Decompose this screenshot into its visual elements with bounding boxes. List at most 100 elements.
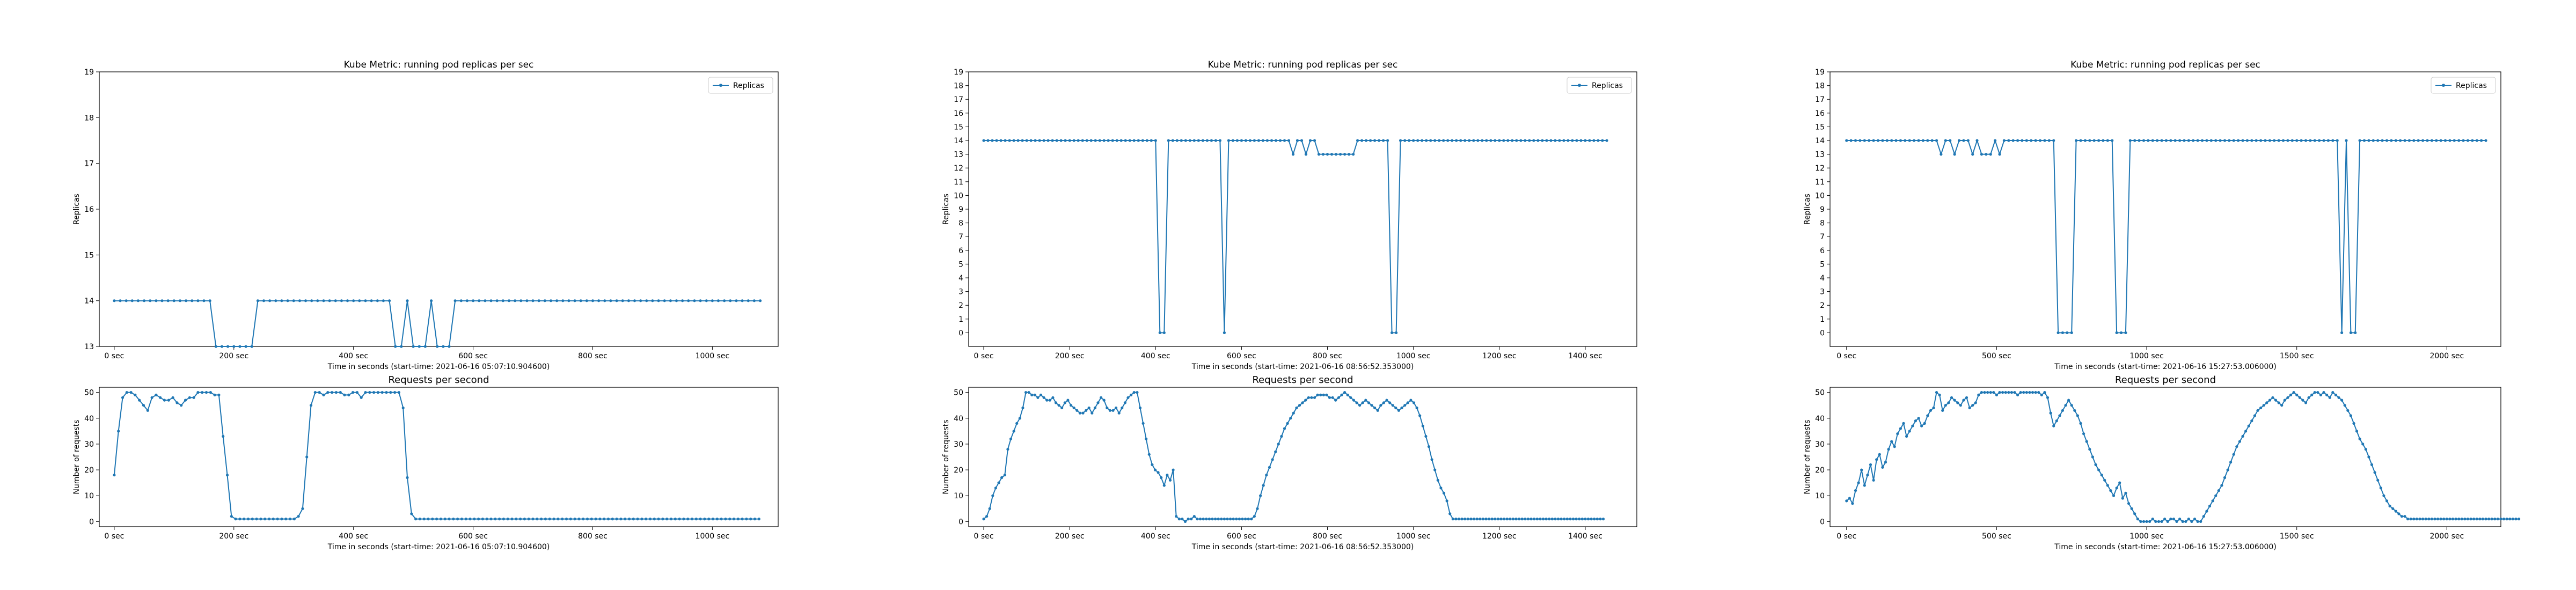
data-point — [2138, 139, 2141, 142]
data-point — [1060, 406, 1064, 410]
data-point — [1519, 139, 1523, 142]
data-point — [2013, 391, 2016, 394]
data-point — [723, 299, 726, 303]
data-point — [1141, 422, 1145, 425]
data-point — [1330, 153, 1334, 156]
x-tick-label: 500 sec — [1982, 532, 2011, 541]
data-point — [2025, 139, 2028, 142]
data-point — [1930, 139, 1934, 142]
data-point — [1971, 153, 1974, 156]
data-point — [1966, 139, 1970, 142]
data-point — [2318, 139, 2321, 142]
data-point — [1151, 463, 1154, 467]
data-point — [1201, 139, 1204, 142]
data-point — [1326, 153, 1329, 156]
data-point — [1036, 396, 1040, 399]
data-point — [1854, 139, 1857, 142]
data-point — [334, 299, 337, 303]
data-point — [1473, 518, 1476, 521]
data-point — [2250, 139, 2253, 142]
data-point — [184, 399, 187, 402]
data-point — [2337, 396, 2340, 399]
data-point — [1433, 468, 1437, 471]
data-point — [2049, 411, 2052, 415]
x-tick-label: 0 sec — [104, 352, 124, 360]
data-point — [1259, 494, 1262, 497]
data-point — [1190, 518, 1193, 521]
data-point — [1890, 440, 1893, 443]
data-point — [2358, 437, 2361, 440]
data-point — [1147, 453, 1151, 456]
data-point — [1580, 518, 1584, 521]
data-point — [284, 518, 288, 521]
data-point — [567, 299, 570, 303]
data-point — [1289, 417, 1292, 420]
data-point — [2211, 499, 2214, 503]
data-point — [2057, 331, 2060, 335]
data-point — [1270, 139, 1274, 142]
data-point — [2514, 518, 2518, 521]
data-point — [1899, 139, 1902, 142]
data-point — [489, 518, 493, 521]
data-point — [1038, 139, 1041, 142]
data-point — [1438, 139, 1441, 142]
data-point — [2373, 471, 2376, 474]
data-point — [175, 401, 179, 404]
data-point — [2247, 424, 2250, 427]
y-tick-label: 9 — [958, 205, 963, 214]
x-tick-label: 2000 sec — [2429, 352, 2464, 360]
data-point — [150, 396, 153, 399]
data-point — [364, 391, 367, 394]
data-point — [1560, 518, 1563, 521]
data-point — [1253, 139, 1256, 142]
data-point — [360, 396, 363, 399]
data-point — [1579, 139, 1583, 142]
data-point — [1494, 518, 1497, 521]
data-point — [1514, 518, 1518, 521]
data-point — [262, 299, 266, 303]
data-point — [393, 391, 397, 394]
y-tick-label: 14 — [954, 137, 963, 145]
chart-title: Requests per second — [2115, 374, 2216, 386]
data-point — [1386, 139, 1389, 142]
y-tick-label: 3 — [1820, 288, 1825, 297]
data-point — [163, 399, 166, 402]
data-point — [2304, 139, 2308, 142]
data-point — [632, 518, 635, 521]
y-tick-label: 15 — [84, 251, 94, 260]
data-point — [1520, 518, 1524, 521]
data-point — [1250, 518, 1253, 521]
data-point — [1947, 401, 1950, 404]
data-point — [1226, 518, 1229, 521]
data-point — [1364, 399, 1367, 402]
data-point — [1337, 396, 1340, 399]
data-point — [2160, 520, 2163, 523]
data-point — [531, 299, 535, 303]
data-point — [1091, 411, 1094, 415]
data-point — [2343, 404, 2346, 407]
y-tick-label: 10 — [954, 191, 963, 200]
data-point — [741, 518, 744, 521]
data-point — [2133, 512, 2136, 515]
y-tick-label: 20 — [1815, 466, 1825, 475]
data-point — [1240, 139, 1243, 142]
data-point — [1232, 518, 1235, 521]
data-point — [2407, 139, 2411, 142]
data-point — [2300, 139, 2303, 142]
data-point — [2160, 139, 2163, 142]
y-tick-label: 19 — [84, 68, 94, 77]
data-point — [1911, 424, 1914, 427]
data-point — [2457, 139, 2461, 142]
data-point — [1998, 153, 2001, 156]
data-point — [1048, 399, 1051, 402]
data-point — [414, 518, 418, 521]
data-point — [2127, 502, 2131, 505]
data-point — [1308, 139, 1312, 142]
data-point — [309, 404, 313, 407]
x-tick-label: 600 sec — [458, 532, 488, 541]
data-point — [1334, 153, 1338, 156]
data-point — [1545, 518, 1548, 521]
data-point — [412, 345, 415, 348]
y-tick-label: 30 — [1815, 440, 1825, 449]
data-point — [1430, 458, 1433, 461]
